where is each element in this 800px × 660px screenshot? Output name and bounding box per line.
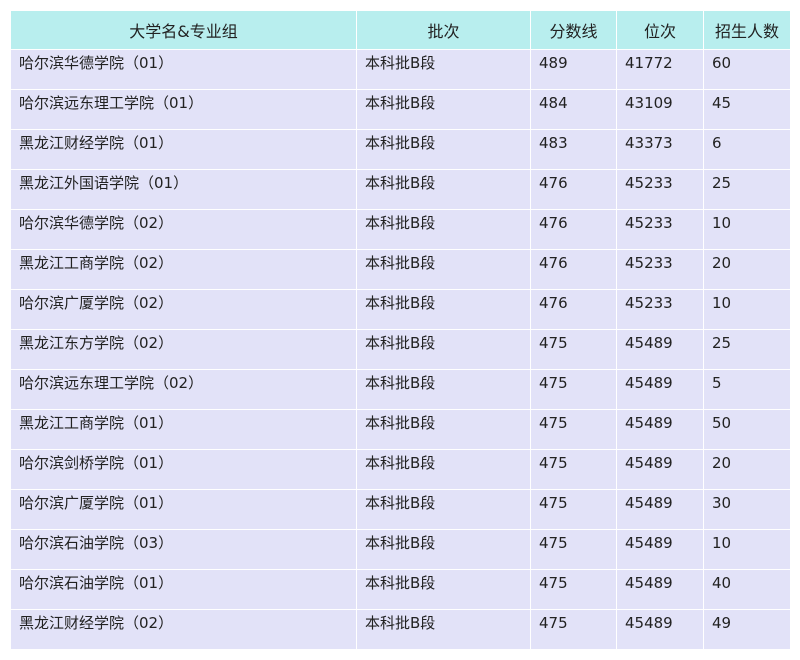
rank-cell: 45489	[616, 489, 704, 530]
batch-cell: 本科批B段	[356, 529, 531, 570]
rank-cell: 45489	[616, 449, 704, 490]
rank-cell: 45489	[616, 569, 704, 610]
rank-cell: 43109	[616, 89, 704, 130]
score-line-cell: 475	[530, 369, 617, 410]
university-group-cell: 哈尔滨华德学院（01）	[10, 49, 357, 90]
header-rank: 位次	[616, 10, 704, 50]
batch-cell: 本科批B段	[356, 609, 531, 650]
score-line-cell: 475	[530, 609, 617, 650]
header-score-line: 分数线	[530, 10, 617, 50]
rank-cell: 43373	[616, 129, 704, 170]
enrollment-cell: 45	[703, 89, 791, 130]
batch-cell: 本科批B段	[356, 369, 531, 410]
table-row: 哈尔滨远东理工学院（02） 本科批B段 475 45489 5	[10, 369, 791, 410]
score-line-cell: 475	[530, 449, 617, 490]
table-row: 哈尔滨华德学院（02） 本科批B段 476 45233 10	[10, 209, 791, 250]
table-row: 哈尔滨远东理工学院（01） 本科批B段 484 43109 45	[10, 89, 791, 130]
table-row: 哈尔滨剑桥学院（01） 本科批B段 475 45489 20	[10, 449, 791, 490]
university-group-cell: 哈尔滨石油学院（01）	[10, 569, 357, 610]
university-group-cell: 哈尔滨广厦学院（01）	[10, 489, 357, 530]
enrollment-cell: 25	[703, 169, 791, 210]
batch-cell: 本科批B段	[356, 329, 531, 370]
rank-cell: 45233	[616, 169, 704, 210]
score-line-cell: 475	[530, 489, 617, 530]
university-group-cell: 哈尔滨远东理工学院（01）	[10, 89, 357, 130]
score-line-cell: 475	[530, 329, 617, 370]
rank-cell: 41772	[616, 49, 704, 90]
enrollment-cell: 60	[703, 49, 791, 90]
score-line-cell: 476	[530, 209, 617, 250]
rank-cell: 45233	[616, 289, 704, 330]
batch-cell: 本科批B段	[356, 489, 531, 530]
enrollment-cell: 5	[703, 369, 791, 410]
score-line-cell: 489	[530, 49, 617, 90]
score-line-cell: 476	[530, 249, 617, 290]
admission-table: 大学名&专业组 批次 分数线 位次 招生人数 哈尔滨华德学院（01） 本科批B段 4…	[10, 10, 791, 650]
score-line-cell: 483	[530, 129, 617, 170]
batch-cell: 本科批B段	[356, 289, 531, 330]
score-line-cell: 475	[530, 409, 617, 450]
university-group-cell: 哈尔滨剑桥学院（01）	[10, 449, 357, 490]
enrollment-cell: 20	[703, 249, 791, 290]
rank-cell: 45489	[616, 409, 704, 450]
score-line-cell: 475	[530, 569, 617, 610]
header-university-group: 大学名&专业组	[10, 10, 357, 50]
enrollment-cell: 20	[703, 449, 791, 490]
batch-cell: 本科批B段	[356, 249, 531, 290]
table-row: 哈尔滨广厦学院（01） 本科批B段 475 45489 30	[10, 489, 791, 530]
university-group-cell: 黑龙江财经学院（01）	[10, 129, 357, 170]
table-header-row: 大学名&专业组 批次 分数线 位次 招生人数	[10, 10, 791, 50]
batch-cell: 本科批B段	[356, 569, 531, 610]
score-line-cell: 476	[530, 289, 617, 330]
university-group-cell: 哈尔滨石油学院（03）	[10, 529, 357, 570]
university-group-cell: 哈尔滨华德学院（02）	[10, 209, 357, 250]
batch-cell: 本科批B段	[356, 49, 531, 90]
rank-cell: 45489	[616, 529, 704, 570]
enrollment-cell: 49	[703, 609, 791, 650]
enrollment-cell: 10	[703, 209, 791, 250]
table-row: 黑龙江东方学院（02） 本科批B段 475 45489 25	[10, 329, 791, 370]
batch-cell: 本科批B段	[356, 209, 531, 250]
university-group-cell: 哈尔滨广厦学院（02）	[10, 289, 357, 330]
table-row: 哈尔滨广厦学院（02） 本科批B段 476 45233 10	[10, 289, 791, 330]
table-row: 黑龙江财经学院（02） 本科批B段 475 45489 49	[10, 609, 791, 650]
header-enrollment: 招生人数	[703, 10, 791, 50]
rank-cell: 45233	[616, 209, 704, 250]
table-row: 黑龙江工商学院（01） 本科批B段 475 45489 50	[10, 409, 791, 450]
batch-cell: 本科批B段	[356, 449, 531, 490]
rank-cell: 45489	[616, 609, 704, 650]
score-line-cell: 476	[530, 169, 617, 210]
table-row: 哈尔滨石油学院（03） 本科批B段 475 45489 10	[10, 529, 791, 570]
enrollment-cell: 10	[703, 289, 791, 330]
header-batch: 批次	[356, 10, 531, 50]
score-line-cell: 475	[530, 529, 617, 570]
university-group-cell: 哈尔滨远东理工学院（02）	[10, 369, 357, 410]
university-group-cell: 黑龙江工商学院（02）	[10, 249, 357, 290]
enrollment-cell: 25	[703, 329, 791, 370]
university-group-cell: 黑龙江东方学院（02）	[10, 329, 357, 370]
enrollment-cell: 30	[703, 489, 791, 530]
table-row: 哈尔滨石油学院（01） 本科批B段 475 45489 40	[10, 569, 791, 610]
enrollment-cell: 40	[703, 569, 791, 610]
rank-cell: 45489	[616, 329, 704, 370]
table-row: 黑龙江工商学院（02） 本科批B段 476 45233 20	[10, 249, 791, 290]
rank-cell: 45233	[616, 249, 704, 290]
score-line-cell: 484	[530, 89, 617, 130]
rank-cell: 45489	[616, 369, 704, 410]
table-row: 哈尔滨华德学院（01） 本科批B段 489 41772 60	[10, 49, 791, 90]
enrollment-cell: 6	[703, 129, 791, 170]
university-group-cell: 黑龙江外国语学院（01）	[10, 169, 357, 210]
batch-cell: 本科批B段	[356, 409, 531, 450]
batch-cell: 本科批B段	[356, 129, 531, 170]
university-group-cell: 黑龙江工商学院（01）	[10, 409, 357, 450]
enrollment-cell: 50	[703, 409, 791, 450]
table-row: 黑龙江财经学院（01） 本科批B段 483 43373 6	[10, 129, 791, 170]
university-group-cell: 黑龙江财经学院（02）	[10, 609, 357, 650]
admission-table-container: 大学名&专业组 批次 分数线 位次 招生人数 哈尔滨华德学院（01） 本科批B段 4…	[10, 10, 791, 650]
batch-cell: 本科批B段	[356, 169, 531, 210]
table-row: 黑龙江外国语学院（01） 本科批B段 476 45233 25	[10, 169, 791, 210]
batch-cell: 本科批B段	[356, 89, 531, 130]
enrollment-cell: 10	[703, 529, 791, 570]
